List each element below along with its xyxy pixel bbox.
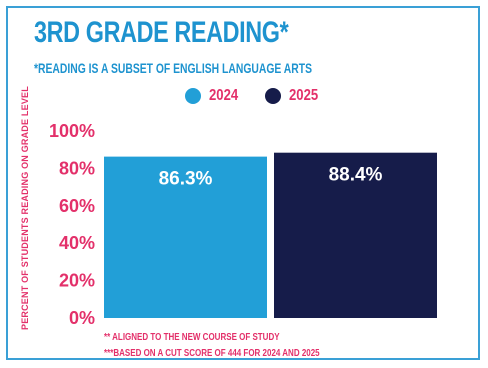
- y-tick-label: 20%: [59, 271, 95, 291]
- y-tick-label: 80%: [59, 158, 95, 178]
- y-tick-label: 0%: [69, 308, 95, 328]
- bar-value-label-2025: 88.4%: [329, 165, 383, 186]
- footnote-2: ***BASED ON A CUT SCORE OF 444 FOR 2024 …: [104, 348, 320, 359]
- footnote-1: ** ALIGNED TO THE NEW COURSE OF STUDY: [104, 332, 280, 343]
- bar-value-label-2024: 86.3%: [159, 169, 213, 190]
- bar-2025: [274, 152, 437, 318]
- y-tick-label: 40%: [59, 233, 95, 253]
- legend-dot-2025-icon: [264, 88, 281, 104]
- legend-item-2024: 2024: [185, 87, 245, 105]
- y-tick-label: 60%: [59, 196, 95, 216]
- chart-subtitle: *READING IS A SUBSET OF ENGLISH LANGUAGE…: [34, 60, 313, 76]
- chart-title: 3RD GRADE READING*: [34, 16, 289, 49]
- y-tick-label: 100%: [49, 121, 95, 141]
- legend-label-2025: 2025: [288, 87, 318, 104]
- legend-label-2024: 2024: [209, 87, 239, 104]
- bar-2024: [104, 156, 267, 318]
- legend: 2024 2025: [185, 86, 344, 106]
- legend-item-2025: 2025: [264, 87, 325, 105]
- legend-dot-2024-icon: [185, 88, 201, 104]
